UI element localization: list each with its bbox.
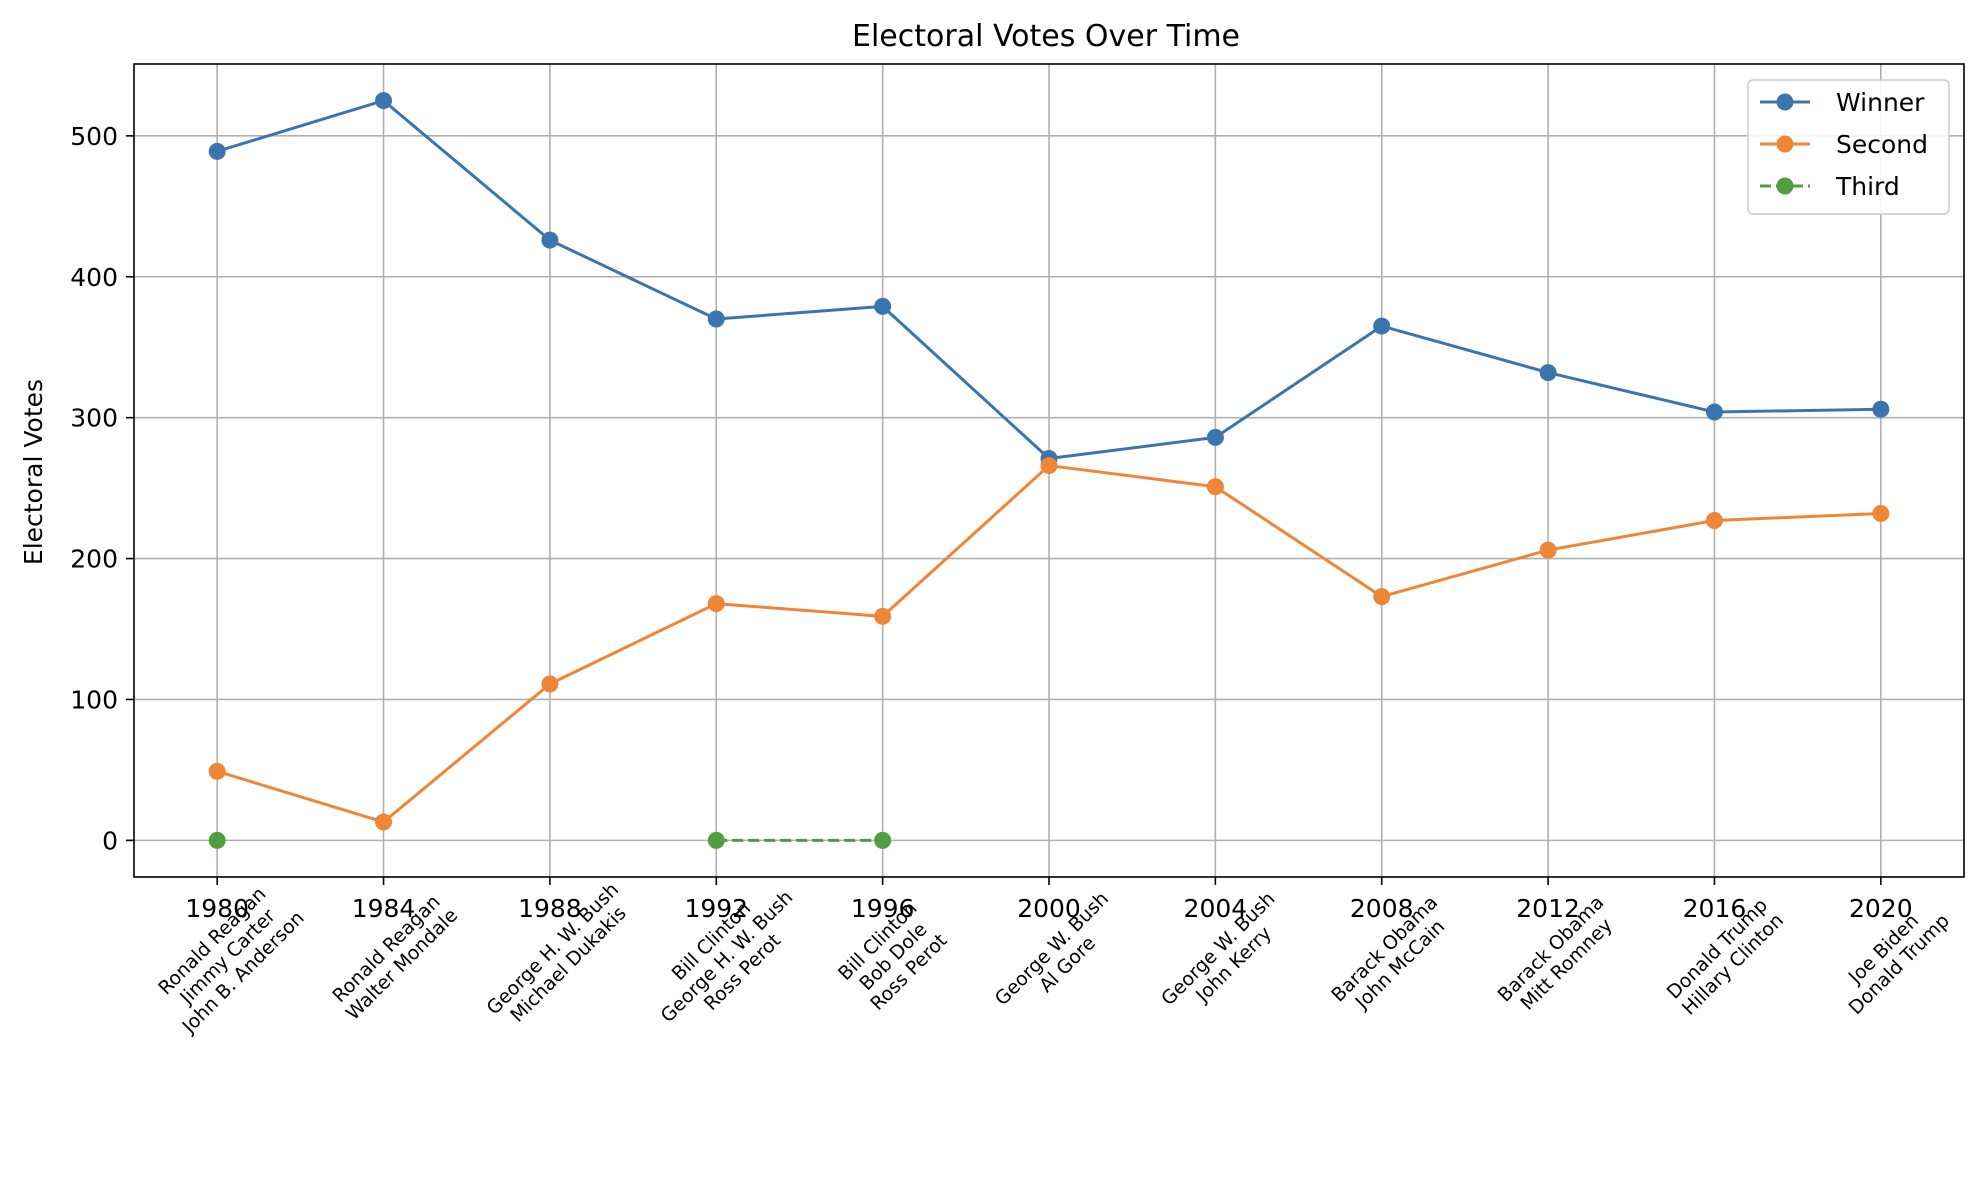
chart-title: Electoral Votes Over Time [852, 19, 1240, 54]
x-tick-label: 1992 [684, 894, 748, 923]
y-tick-label: 0 [102, 826, 118, 855]
data-point [874, 297, 892, 315]
data-point [375, 813, 393, 831]
y-axis-ticks: 0 100 200 300 400 500 [70, 122, 134, 855]
data-point [707, 310, 725, 328]
data-point [1040, 457, 1058, 475]
data-point [541, 231, 559, 249]
data-point [375, 92, 393, 110]
legend-box [1747, 79, 1950, 215]
data-point [208, 142, 226, 160]
data-point [707, 831, 725, 849]
data-point [874, 607, 892, 625]
x-tick-label: 2020 [1849, 894, 1913, 923]
legend-marker [1776, 93, 1794, 111]
data-point [1539, 364, 1557, 382]
y-tick-label: 500 [70, 122, 118, 151]
data-point [541, 675, 559, 693]
data-point [1705, 512, 1723, 530]
y-tick-label: 200 [70, 545, 118, 574]
data-point [874, 831, 892, 849]
data-point [1373, 317, 1391, 335]
legend-marker [1776, 177, 1794, 195]
x-tick-label: 1980 [185, 894, 249, 923]
y-tick-label: 100 [70, 685, 118, 714]
x-tick-label: 2000 [1017, 894, 1081, 923]
y-axis-label: Electoral Votes [19, 379, 48, 565]
legend-label: Second [1836, 130, 1928, 159]
data-point [208, 831, 226, 849]
legend-label: Winner [1836, 88, 1925, 117]
x-tick-label: 1984 [352, 894, 416, 923]
data-point [208, 762, 226, 780]
x-axis-ticks: 1980 1984 1988 1992 1996 2000 2004 2008 2012 2016… [185, 877, 1913, 923]
x-tick-label: 2008 [1350, 894, 1414, 923]
series-second [208, 457, 1890, 831]
data-point [1705, 403, 1723, 421]
x-tick-label: 2004 [1184, 894, 1248, 923]
x-tick-label: 2016 [1683, 894, 1747, 923]
data-point [1872, 400, 1890, 418]
legend-label: Third [1835, 172, 1900, 201]
data-point [1539, 541, 1557, 559]
data-point [707, 595, 725, 613]
data-point [1872, 504, 1890, 522]
data-point [1206, 428, 1224, 446]
series-layer [208, 92, 1890, 849]
series-third [208, 831, 892, 849]
x-tick-label: 1996 [851, 894, 915, 923]
data-point [1373, 588, 1391, 606]
y-tick-label: 300 [70, 404, 118, 433]
y-tick-label: 400 [70, 263, 118, 292]
x-tick-label: 1988 [518, 894, 582, 923]
data-point [1206, 478, 1224, 496]
x-tick-label: 2012 [1516, 894, 1580, 923]
legend: Winner Second Third [1747, 79, 1950, 215]
legend-marker [1776, 135, 1794, 153]
